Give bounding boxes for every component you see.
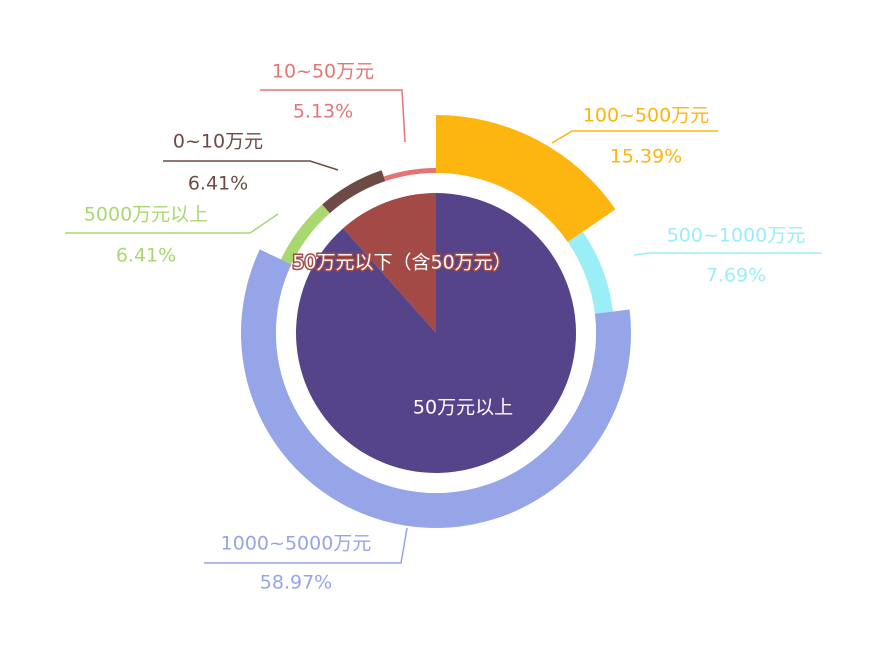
outer-label-2: 1000~5000万元 bbox=[221, 533, 372, 555]
outer-label-1: 500~1000万元 bbox=[667, 225, 806, 247]
outer-slice-0 bbox=[436, 115, 616, 243]
leader-line-1 bbox=[633, 252, 822, 256]
outer-pct-4: 6.41% bbox=[188, 173, 248, 195]
outer-pct-5: 5.13% bbox=[293, 101, 353, 123]
outer-pct-1: 7.69% bbox=[706, 265, 766, 287]
inner-slice-0 bbox=[343, 193, 436, 333]
inner-label-0: 50万元以下（含50万元） bbox=[292, 252, 511, 274]
outer-slice-4 bbox=[322, 170, 386, 214]
outer-label-0: 100~500万元 bbox=[583, 105, 709, 127]
outer-slice-5 bbox=[383, 168, 436, 182]
leader-line-0 bbox=[551, 130, 718, 144]
outer-pct-0: 15.39% bbox=[610, 146, 682, 168]
outer-slice-3 bbox=[280, 204, 330, 265]
outer-label-3: 5000万元以上 bbox=[84, 204, 208, 226]
outer-label-4: 0~10万元 bbox=[173, 131, 263, 153]
inner-slice-1 bbox=[295, 193, 577, 473]
outer-label-5: 10~50万元 bbox=[272, 61, 374, 83]
outer-slice-1 bbox=[567, 231, 613, 314]
leader-line-3 bbox=[65, 213, 279, 234]
leader-line-2 bbox=[204, 527, 408, 564]
outer-pct-3: 6.41% bbox=[116, 245, 176, 267]
leader-line-4 bbox=[163, 160, 339, 171]
outer-pct-2: 58.97% bbox=[260, 572, 332, 594]
outer-slice-2 bbox=[241, 249, 631, 529]
inner-label-1: 50万元以上 bbox=[413, 397, 513, 419]
leader-line-5 bbox=[260, 89, 406, 143]
